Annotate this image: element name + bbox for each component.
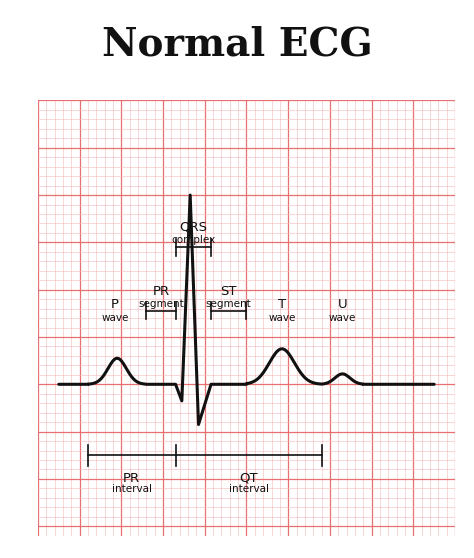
Text: PR: PR bbox=[123, 472, 140, 485]
Text: wave: wave bbox=[329, 313, 356, 323]
Text: Normal ECG: Normal ECG bbox=[101, 25, 373, 63]
Text: segment: segment bbox=[138, 299, 184, 309]
Text: P: P bbox=[111, 298, 119, 311]
Text: ST: ST bbox=[220, 285, 237, 298]
Text: interval: interval bbox=[112, 484, 152, 494]
Text: QRS: QRS bbox=[179, 221, 207, 234]
Text: interval: interval bbox=[228, 484, 269, 494]
Text: wave: wave bbox=[268, 313, 296, 323]
Text: QT: QT bbox=[239, 472, 258, 485]
Text: segment: segment bbox=[206, 299, 252, 309]
Text: complex: complex bbox=[171, 235, 215, 245]
Text: PR: PR bbox=[153, 285, 170, 298]
Text: T: T bbox=[278, 298, 286, 311]
Text: U: U bbox=[337, 298, 347, 311]
Text: wave: wave bbox=[101, 313, 129, 323]
